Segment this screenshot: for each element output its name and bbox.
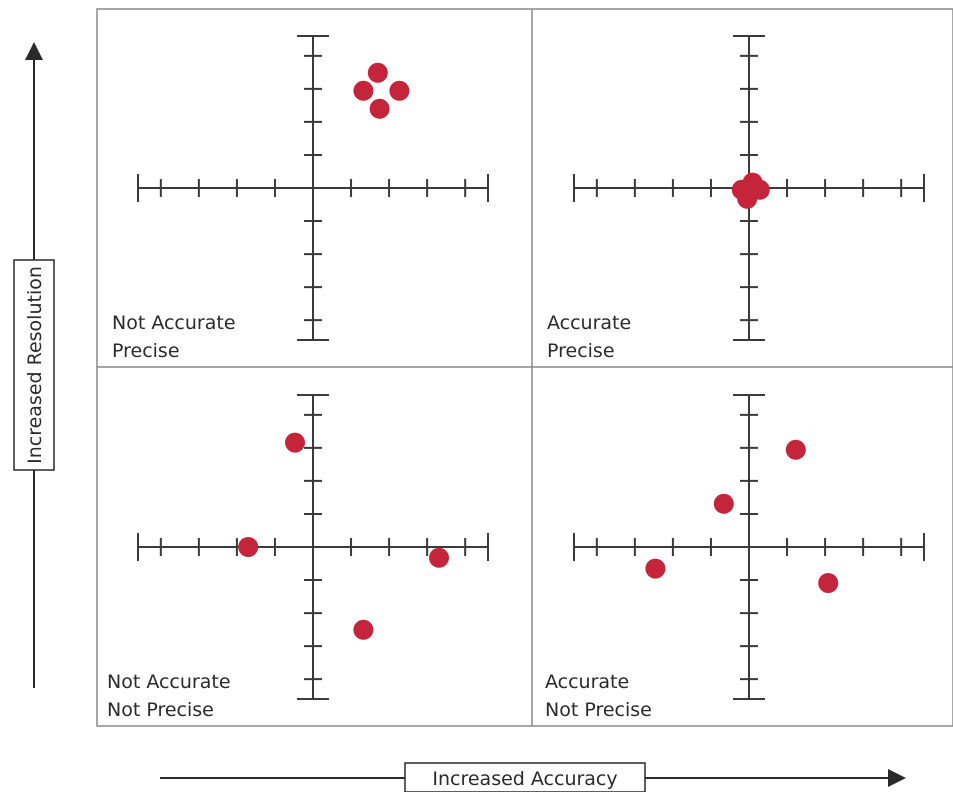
grid-frame	[96, 8, 953, 727]
quadrant-label-top-left-line2: Precise	[112, 340, 180, 362]
data-point-top-right-4	[740, 176, 761, 197]
quadrant-label-top-right-line1: Accurate	[547, 312, 631, 334]
data-point-top-left-2	[389, 80, 410, 101]
y-axis-arrow: Increased Resolution	[13, 42, 55, 688]
quadrant-label-bottom-left-line2: Not Precise	[107, 699, 214, 721]
data-point-top-left-0	[367, 62, 388, 83]
data-point-bottom-right-2	[645, 558, 666, 579]
up-arrow-icon	[25, 42, 43, 60]
target-axes-bottom-right	[573, 394, 925, 700]
quadrant-label-bottom-right-line1: Accurate	[545, 671, 629, 693]
quadrant-label-bottom-right-line2: Not Precise	[545, 699, 652, 721]
data-point-bottom-left-2	[429, 547, 449, 568]
right-arrow-icon	[888, 769, 906, 787]
data-point-bottom-right-0	[785, 439, 806, 460]
data-point-bottom-right-3	[818, 573, 839, 593]
x-axis-arrow: Increased Accuracy	[160, 762, 906, 792]
target-axes-top-left	[137, 35, 489, 341]
data-point-top-left-1	[353, 80, 374, 101]
data-point-bottom-right-1	[713, 493, 734, 514]
data-point-bottom-left-0	[285, 432, 305, 453]
x-axis-title: Increased Accuracy	[432, 768, 617, 790]
y-axis-title: Increased Resolution	[24, 266, 46, 464]
quadrant-label-top-left-line1: Not Accurate	[112, 312, 236, 334]
quadrant-label-bottom-left-line1: Not Accurate	[107, 671, 231, 693]
data-point-bottom-left-3	[353, 619, 374, 640]
data-point-top-left-3	[369, 98, 390, 119]
target-axes-bottom-left	[137, 394, 489, 700]
data-point-bottom-left-1	[238, 537, 259, 557]
quadrant-label-top-right-line2: Precise	[547, 340, 615, 362]
